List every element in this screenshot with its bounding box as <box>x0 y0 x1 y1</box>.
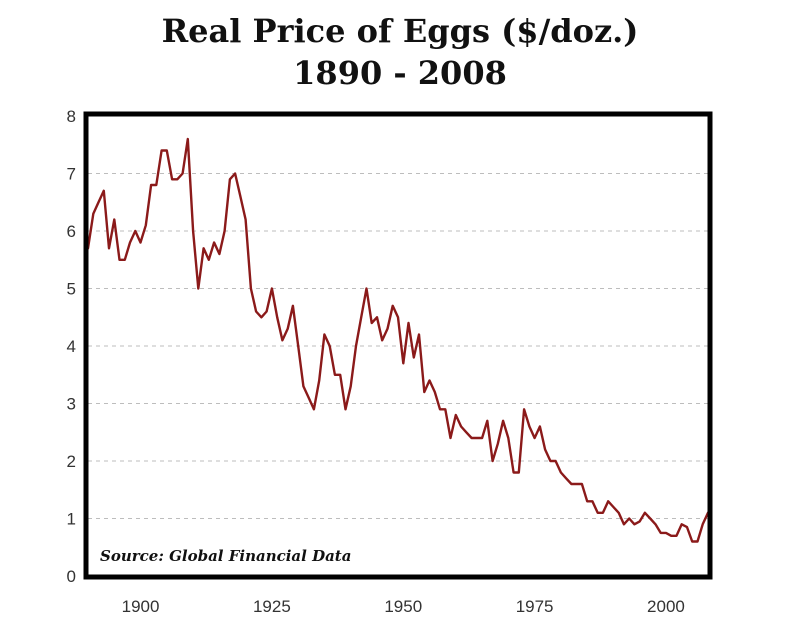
chart-title-block: Real Price of Eggs ($/doz.) 1890 - 2008 <box>0 10 800 94</box>
x-tick-label: 1925 <box>253 597 291 616</box>
y-tick-label: 6 <box>67 222 76 241</box>
chart-subtitle: 1890 - 2008 <box>293 54 507 92</box>
x-tick-label: 2000 <box>647 597 685 616</box>
y-tick-label: 7 <box>67 165 76 184</box>
y-axis: 0 1 2 3 4 5 6 7 8 <box>67 107 76 586</box>
y-tick-label: 0 <box>67 567 76 586</box>
y-tick-label: 8 <box>67 107 76 126</box>
y-tick-label: 1 <box>67 510 76 529</box>
series-line <box>86 137 710 543</box>
plot-frame <box>83 111 713 580</box>
chart-title: Real Price of Eggs ($/doz.) <box>161 12 639 50</box>
x-axis: 1900 1925 1950 1975 2000 <box>122 597 685 616</box>
y-tick-label: 4 <box>67 337 76 356</box>
x-tick-label: 1975 <box>516 597 554 616</box>
x-tick-label: 1900 <box>122 597 160 616</box>
x-tick-label: 1950 <box>384 597 422 616</box>
gridlines <box>88 173 708 519</box>
y-tick-label: 3 <box>67 395 76 414</box>
y-tick-label: 2 <box>67 452 76 471</box>
y-tick-label: 5 <box>67 280 76 299</box>
source-note: Source: Global Financial Data <box>100 547 351 565</box>
